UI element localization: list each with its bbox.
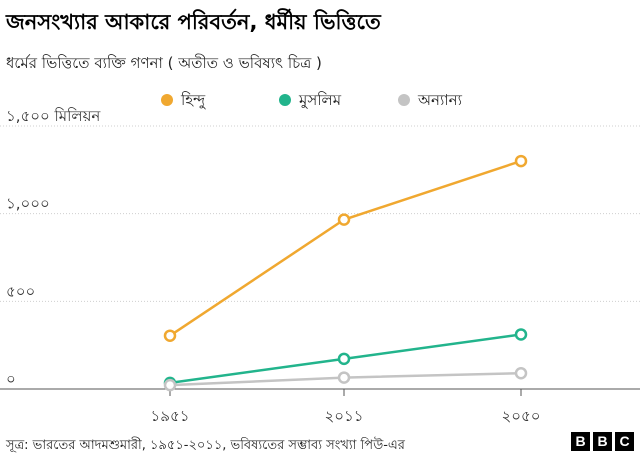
bbc-logo-letter: B [571,432,590,451]
bbc-logo-letter: C [615,432,634,451]
y-tick-label: ১,০০০ [6,195,50,213]
bbc-logo-letter: B [593,432,612,451]
data-point-1-1 [337,352,351,366]
data-point-0-0 [163,329,177,342]
y-tick-label: ৫০০ [6,282,35,300]
line-chart: ০ ৫০০ ১,০০০ ১,৫০০ মিলিয়ন ১৯৫১ ২০১১ ২০৫০ হিন্দু… [0,91,640,425]
legend-marker-0 [161,94,173,106]
data-point-0-2 [514,154,528,168]
data-point-1-2 [514,328,528,341]
data-point-2-0 [163,378,177,392]
x-tick-label: ২০১১ [325,407,364,425]
legend-marker-1 [279,94,291,106]
data-point-2-1 [337,371,351,384]
x-tick-label: ২০৫০ [502,407,541,425]
source-note: সূত্র: ভারতের আদমশুমারী, ১৯৫১-২০১১, ভবিষ… [6,438,405,453]
chart-subtitle: ধর্মের ভিত্তিতে ব্যক্তি গণনা ( অতীত ও ভব… [6,54,322,72]
x-tick-label: ১৯৫১ [151,407,190,425]
legend-label: হিন্দু [180,91,206,109]
y-tick-label: ১,৫০০ মিলিয়ন [6,107,101,125]
y-tick-label: ০ [6,370,16,388]
series-line-0 [169,159,522,337]
chart-title: জনসংখ্যার আকারে পরিবর্তন, ধর্মীয় ভিত্তি… [6,10,381,34]
data-point-2-2 [514,366,528,380]
data-point-0-1 [337,213,351,226]
bbc-logo: B B C [571,432,634,451]
legend-marker-2 [398,94,410,106]
legend-label: মুসলিম [298,91,342,109]
legend-label: অন্যান্য [417,91,463,109]
